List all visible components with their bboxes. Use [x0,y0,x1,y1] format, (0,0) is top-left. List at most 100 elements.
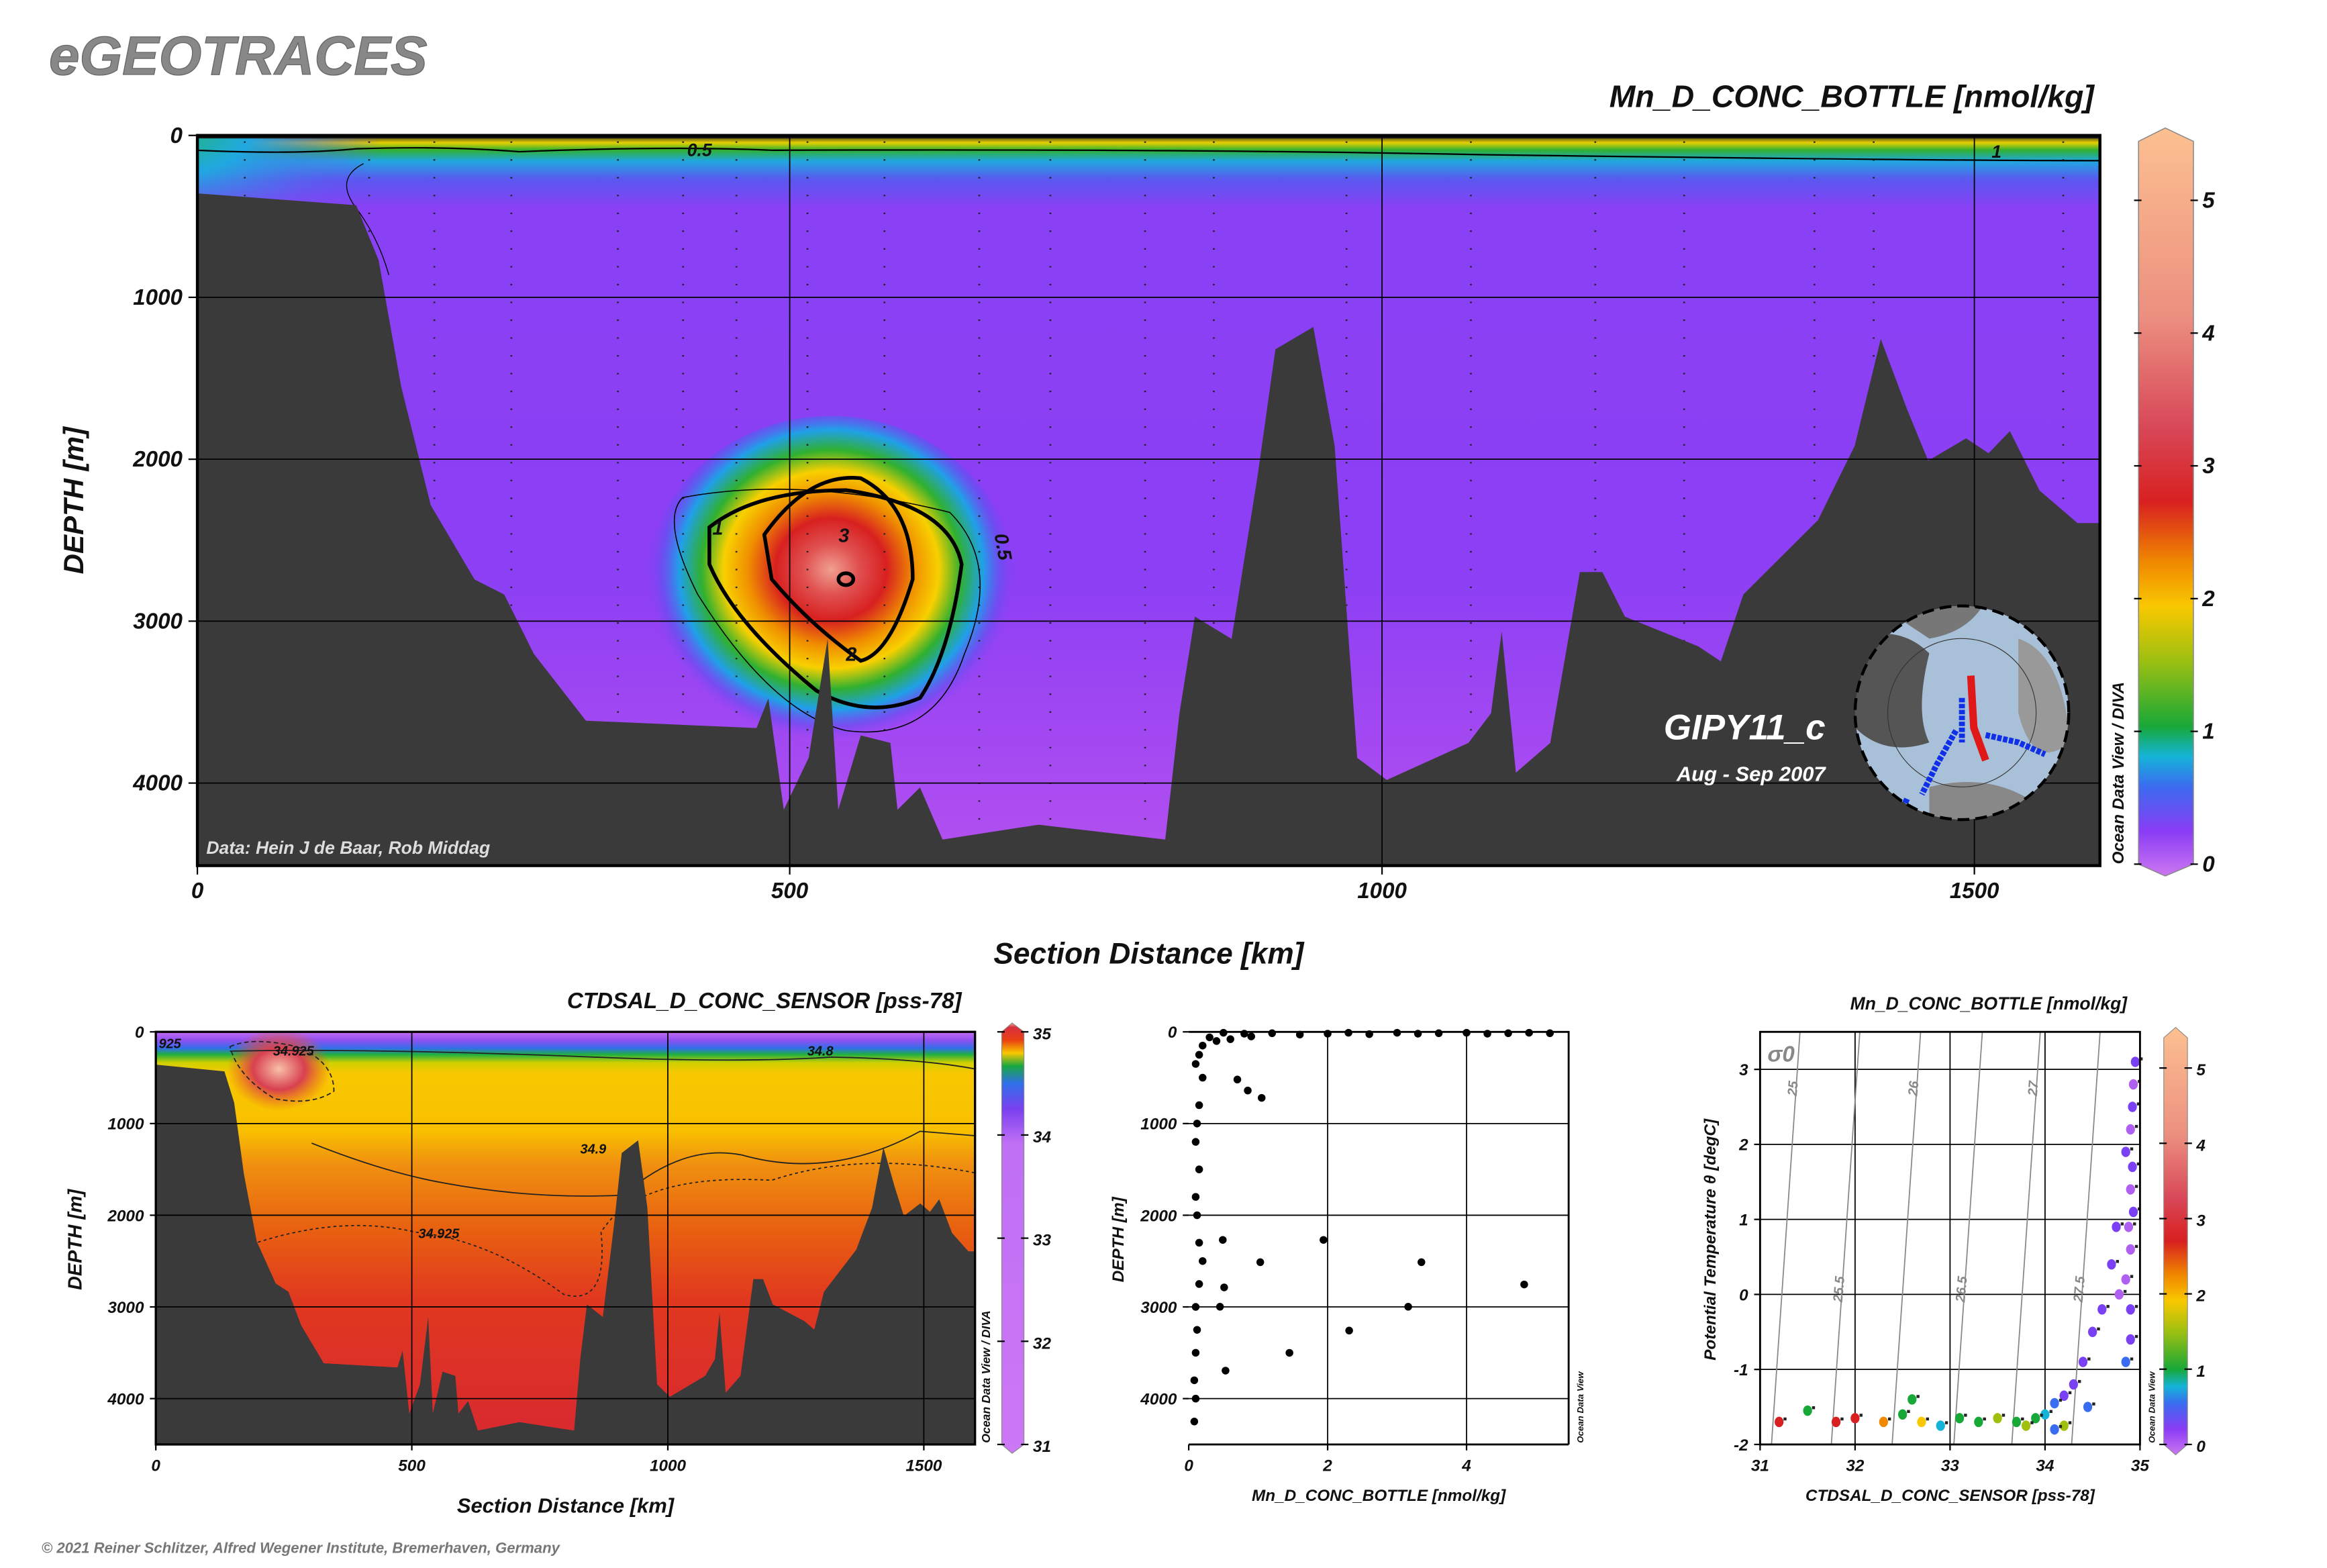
y-tick-label: 4000 [132,771,183,796]
station-sample-marker [1944,1421,1948,1424]
station-sample-marker [2130,1147,2134,1150]
station-map-inset [1853,604,2071,822]
data-point [2059,1390,2069,1402]
x-axis-label: Mn_D_CONC_BOTTLE [nmol/kg] [1252,1487,1506,1505]
x-tick-label: 0 [1184,1457,1193,1475]
station-sample-marker [1783,1417,1787,1421]
isopycnal-line [1771,1032,1801,1444]
data-point [1193,1120,1201,1128]
data-point [1191,1193,1200,1201]
data-point [2114,1289,2124,1300]
contours [197,147,2100,733]
data-point [2128,1101,2137,1112]
plot-frame [154,1030,977,1446]
data-point [1418,1258,1426,1267]
y-tick-label: 1000 [107,1116,144,1134]
data-point [1191,1138,1200,1146]
cruise-dates: Aug - Sep 2007 [1676,763,1827,786]
data-point [1193,1211,1201,1220]
data-point [1404,1303,1412,1311]
station-sample-marker [2040,1414,2043,1417]
axes: 0 500 1000 1500 0 1000 2000 3000 4000 [132,124,1999,903]
y-tick-label: 3000 [1140,1299,1177,1317]
station-sample-marker [2134,1185,2138,1188]
station-sample-marker [1983,1417,1986,1421]
isopycnal-line [1953,1032,1983,1444]
data-point [2124,1222,2134,1232]
y-tick-label: -2 [1734,1436,1748,1455]
isopycnals: 25 25.5 26 26.5 27 27.5 [1771,1032,2101,1444]
data-point [1850,1413,1860,1424]
colorbar-tick-label: 4 [2195,1136,2206,1155]
x-tick-label: 31 [1751,1457,1769,1475]
axes: 31 32 33 34 35 -2 -1 0 1 2 3 [1734,1061,2149,1475]
data-point [1199,1257,1207,1265]
data-point [1212,1037,1221,1045]
x-tick-label: 32 [1846,1457,1865,1475]
y-tick-label: 0 [1739,1286,1748,1304]
station-sample-marker [2130,1275,2134,1278]
data-point [2088,1326,2097,1338]
station-sample-marker [2136,1162,2140,1166]
y-tick-label: 3000 [107,1299,144,1317]
y-tick-label: 2000 [132,447,183,472]
data-point [1195,1050,1203,1059]
colorbar-tick-label: 3 [2196,1212,2206,1230]
data-point [2130,1057,2140,1067]
colorbar-tick-label: 4 [2201,321,2214,346]
station-sample-marker [1916,1395,1920,1398]
data-point [2069,1379,2078,1390]
station-sample-marker [2134,1334,2138,1338]
main-section-plot: 0.5 1 0.5 1 2 3 Data: Hein J de Baar, Ro… [58,124,2215,971]
x-tick-label: 4 [1461,1457,1471,1475]
station-sample-marker [2136,1102,2140,1106]
data-point [1268,1029,1277,1038]
data-point [1247,1032,1255,1040]
colorbar-tick-label: 2 [2195,1287,2206,1306]
data-point [2021,1420,2031,1431]
colorbar-ticks: 0 1 2 3 4 5 [2159,1061,2206,1456]
odv-credit: Ocean Data View / DIVA [2110,682,2128,865]
data-point [2059,1420,2069,1431]
contour-label-2: 2 [845,644,856,665]
contour-label: 34.925 [419,1227,460,1242]
data-point [2121,1146,2130,1157]
data-point [2078,1357,2088,1367]
odv-credit: Ocean Data View / DIVA [979,1310,993,1442]
grid-lines [197,135,2100,866]
station-sample-marker [2133,1222,2136,1226]
isopycnal-line [2011,1032,2041,1444]
data-point [2126,1184,2135,1195]
data-credit: Data: Hein J de Baar, Rob Middag [206,838,490,858]
station-sample-marker [2001,1414,2006,1417]
odv-credit: Ocean Data View [2147,1371,2157,1443]
colorbar-tick-label: 33 [1033,1232,1052,1250]
colorbar-ticks: 0 1 2 3 4 5 [2134,188,2215,877]
data-point [1520,1280,1528,1289]
data-point [1195,1101,1203,1110]
x-tick-label: 34 [2036,1457,2054,1475]
salinity-section-plot: CTDSAL_D_CONC_SENSOR [pss-78] 925 34.925… [65,989,1052,1518]
data-point [1917,1416,1926,1428]
x-tick-label: 500 [771,879,809,903]
colorbar-tick-label: 1 [2202,720,2214,744]
data-point [1974,1416,1983,1428]
data-point [2128,1206,2138,1218]
data-point [1191,1349,1200,1357]
data-point [1199,1041,1207,1050]
colorbar-ticks: 31 32 33 34 35 [997,1025,1052,1456]
data-point [2050,1398,2059,1409]
station-sample-marker [1859,1414,1863,1417]
data-point [1220,1283,1228,1291]
data-point [1244,1086,1252,1095]
x-tick-label: 1500 [1950,879,1999,903]
data-point [1256,1258,1265,1267]
ts-diagram: Mn_D_CONC_BOTTLE [nmol/kg] 2525.52626.52… [1701,993,2206,1505]
isopycnal-label: 27 [2026,1080,2042,1097]
data-point [1954,1413,1965,1424]
y-tick-label: 2 [1738,1136,1748,1155]
data-point [1803,1405,1812,1416]
isopycnal-label: 25.5 [1831,1275,1848,1304]
data-point [2121,1357,2130,1367]
station-sample-marker [2120,1222,2124,1226]
